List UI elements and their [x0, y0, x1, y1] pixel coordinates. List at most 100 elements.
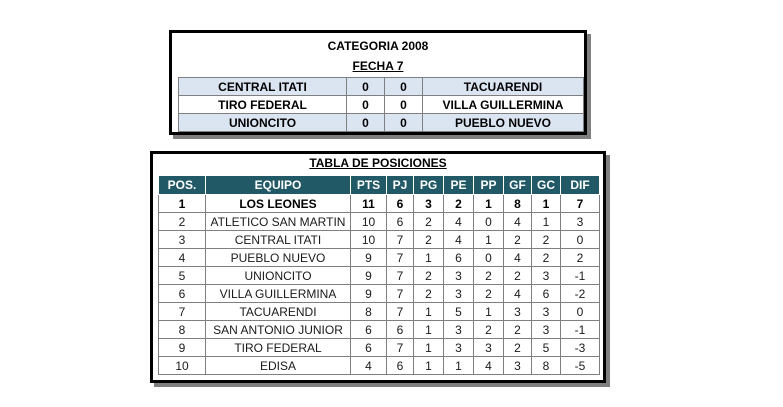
cell-equipo: VILLA GUILLERMINA: [205, 284, 351, 303]
cell-pj: 7: [386, 266, 414, 285]
away-goals: 0: [384, 95, 423, 114]
cell-gf: 3: [503, 302, 532, 321]
cell-equipo: PUEBLO NUEVO: [205, 248, 351, 267]
cell-pts: 9: [350, 248, 387, 267]
standings-table: POS. EQUIPO PTS PJ PG PE PP GF GC DIF 1 LOS LEONES…: [158, 175, 600, 375]
cell-gc: 5: [531, 338, 561, 357]
cell-pos: 9: [158, 338, 206, 357]
cell-pe: 5: [443, 302, 474, 321]
cell-pg: 1: [413, 356, 444, 375]
table-row: 6 VILLA GUILLERMINA 9 7 2 3 2 4 6 -2: [158, 284, 600, 303]
cell-dif: -3: [560, 338, 600, 357]
cell-pp: 1: [473, 230, 504, 249]
results-panel: CATEGORIA 2008 FECHA 7 CENTRAL ITATI 0 0 TA…: [169, 30, 587, 135]
cell-gc: 3: [531, 266, 561, 285]
standings-panel: TABLA DE POSICIONES POS. EQUIPO PTS PJ PG PE P…: [150, 151, 606, 383]
away-goals: 0: [384, 113, 423, 132]
cell-pj: 7: [386, 338, 414, 357]
column-header-equipo: EQUIPO: [205, 175, 351, 195]
cell-pg: 1: [413, 248, 444, 267]
home-goals: 0: [346, 95, 385, 114]
cell-dif: 0: [560, 230, 600, 249]
cell-pj: 7: [386, 248, 414, 267]
cell-pj: 6: [386, 194, 414, 213]
cell-equipo: TACUARENDI: [205, 302, 351, 321]
cell-pts: 11: [350, 194, 387, 213]
cell-equipo: SAN ANTONIO JUNIOR: [205, 320, 351, 339]
cell-pj: 6: [386, 212, 414, 231]
cell-gc: 2: [531, 248, 561, 267]
cell-equipo: UNIONCITO: [205, 266, 351, 285]
column-header-gf: GF: [503, 175, 532, 195]
match-row: UNIONCITO 0 0 PUEBLO NUEVO: [178, 113, 584, 132]
round-title: FECHA 7: [352, 59, 404, 73]
cell-pe: 6: [443, 248, 474, 267]
cell-pp: 0: [473, 248, 504, 267]
column-header-dif: DIF: [560, 175, 600, 195]
cell-dif: -5: [560, 356, 600, 375]
home-goals: 0: [346, 113, 385, 132]
table-row: 3 CENTRAL ITATI 10 7 2 4 1 2 2 0: [158, 230, 600, 249]
cell-pg: 1: [413, 302, 444, 321]
cell-equipo: TIRO FEDERAL: [205, 338, 351, 357]
home-team: CENTRAL ITATI: [178, 77, 347, 96]
cell-dif: 0: [560, 302, 600, 321]
cell-pe: 4: [443, 230, 474, 249]
cell-dif: 7: [560, 194, 600, 213]
cell-pos: 3: [158, 230, 206, 249]
cell-pp: 3: [473, 338, 504, 357]
home-team: TIRO FEDERAL: [178, 95, 347, 114]
cell-gf: 2: [503, 320, 532, 339]
cell-gf: 4: [503, 212, 532, 231]
cell-pg: 2: [413, 212, 444, 231]
cell-pj: 7: [386, 302, 414, 321]
cell-pe: 2: [443, 194, 474, 213]
column-header-pts: PTS: [350, 175, 387, 195]
table-row: 10 EDISA 4 6 1 1 4 3 8 -5: [158, 356, 600, 375]
cell-pts: 10: [350, 230, 387, 249]
column-header-pg: PG: [413, 175, 444, 195]
cell-pp: 2: [473, 266, 504, 285]
away-team: PUEBLO NUEVO: [422, 113, 584, 132]
cell-pp: 2: [473, 284, 504, 303]
cell-pj: 7: [386, 230, 414, 249]
cell-pp: 1: [473, 194, 504, 213]
category-title: CATEGORIA 2008: [327, 39, 429, 53]
cell-pe: 3: [443, 320, 474, 339]
cell-pos: 6: [158, 284, 206, 303]
cell-gf: 3: [503, 356, 532, 375]
table-row: 2 ATLETICO SAN MARTIN 10 6 2 4 0 4 1 3: [158, 212, 600, 231]
away-team: VILLA GUILLERMINA: [422, 95, 584, 114]
results-table: CENTRAL ITATI 0 0 TACUARENDI TIRO FEDERAL 0 0 V…: [178, 77, 584, 132]
table-row: 5 UNIONCITO 9 7 2 3 2 2 3 -1: [158, 266, 600, 285]
cell-equipo: EDISA: [205, 356, 351, 375]
cell-gc: 3: [531, 302, 561, 321]
cell-pe: 3: [443, 284, 474, 303]
cell-pg: 2: [413, 230, 444, 249]
cell-gc: 8: [531, 356, 561, 375]
cell-gc: 3: [531, 320, 561, 339]
cell-gf: 2: [503, 230, 532, 249]
cell-pg: 2: [413, 266, 444, 285]
column-header-pj: PJ: [386, 175, 414, 195]
table-row: 7 TACUARENDI 8 7 1 5 1 3 3 0: [158, 302, 600, 321]
cell-equipo: LOS LEONES: [205, 194, 351, 213]
cell-pj: 7: [386, 284, 414, 303]
cell-pos: 4: [158, 248, 206, 267]
away-team: TACUARENDI: [422, 77, 584, 96]
cell-pg: 3: [413, 194, 444, 213]
table-row: 9 TIRO FEDERAL 6 7 1 3 3 2 5 -3: [158, 338, 600, 357]
cell-gc: 1: [531, 194, 561, 213]
cell-pp: 2: [473, 320, 504, 339]
table-row: 4 PUEBLO NUEVO 9 7 1 6 0 4 2 2: [158, 248, 600, 267]
cell-pts: 9: [350, 266, 387, 285]
cell-pos: 10: [158, 356, 206, 375]
cell-pg: 1: [413, 320, 444, 339]
cell-pp: 4: [473, 356, 504, 375]
cell-pts: 6: [350, 320, 387, 339]
cell-pts: 6: [350, 338, 387, 357]
standings-title: TABLA DE POSICIONES: [309, 156, 447, 170]
cell-equipo: CENTRAL ITATI: [205, 230, 351, 249]
cell-equipo: ATLETICO SAN MARTIN: [205, 212, 351, 231]
cell-gc: 2: [531, 230, 561, 249]
